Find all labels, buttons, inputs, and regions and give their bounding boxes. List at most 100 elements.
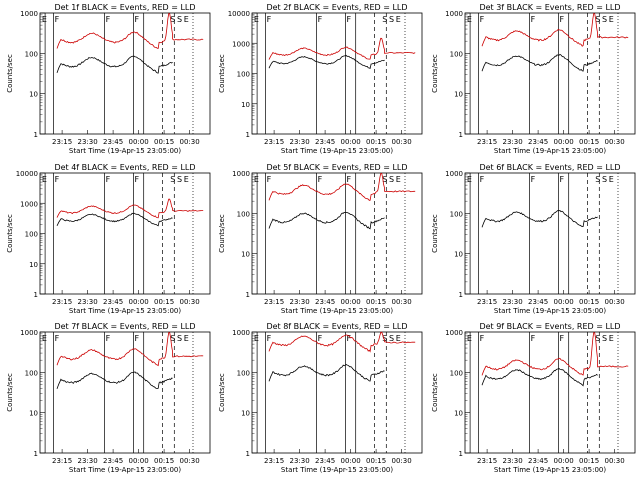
- x-axis-label: Start Time (19-Apr-15 23:05:00): [494, 307, 606, 315]
- event-marker: E: [254, 15, 259, 24]
- y-tick-label: 1: [246, 291, 250, 299]
- event-marker: S: [382, 334, 387, 343]
- event-marker: F: [106, 15, 111, 24]
- y-tick-label: 10: [241, 251, 250, 259]
- event-marker: F: [106, 175, 111, 184]
- y-tick-label: 1: [34, 131, 38, 139]
- plot-frame: [39, 12, 211, 135]
- x-axis-label: Start Time (19-Apr-15 23:05:00): [69, 466, 181, 474]
- event-marker: E: [467, 175, 472, 184]
- x-tick-label: 23:45: [528, 138, 548, 146]
- x-tick-label: 23:45: [315, 457, 335, 465]
- event-marker: S: [170, 334, 175, 343]
- panel-title: Det 3f BLACK = Events, RED = LLD: [479, 3, 620, 12]
- event-marker: F: [560, 175, 565, 184]
- series-lld-line: [56, 332, 204, 367]
- y-tick-label: 100: [237, 369, 250, 377]
- x-tick-label: 23:15: [264, 138, 284, 146]
- y-tick-label: 1000: [445, 170, 463, 178]
- x-tick-label: 23:45: [315, 298, 335, 306]
- x-tick-label: 00:00: [129, 298, 149, 306]
- y-tick-label: 10: [241, 410, 250, 418]
- y-axis-label: Counts/sec: [431, 214, 439, 253]
- event-marker: E: [396, 175, 401, 184]
- x-tick-label: 23:15: [477, 138, 497, 146]
- series-lld-line: [481, 332, 629, 376]
- y-tick-label: 10: [454, 410, 463, 418]
- x-tick-label: 23:15: [52, 298, 72, 306]
- x-tick-label: 23:30: [78, 298, 98, 306]
- x-tick-label: 23:45: [315, 138, 335, 146]
- y-tick-label: 100: [25, 369, 38, 377]
- x-tick-label: 23:30: [290, 298, 310, 306]
- x-tick-label: 23:15: [477, 457, 497, 465]
- x-tick-label: 23:15: [52, 457, 72, 465]
- event-marker: E: [467, 15, 472, 24]
- panel-title: Det 4f BLACK = Events, RED = LLD: [54, 163, 195, 172]
- series-lld-line: [56, 198, 204, 219]
- y-tick-label: 100: [237, 71, 250, 79]
- x-tick-label: 23:30: [78, 457, 98, 465]
- y-tick-label: 1000: [445, 329, 463, 337]
- x-tick-label: 00:15: [579, 298, 599, 306]
- y-tick-label: 1000: [232, 329, 250, 337]
- x-tick-label: 00:30: [392, 457, 412, 465]
- event-marker: S: [170, 175, 175, 184]
- series-lld-line: [268, 172, 416, 201]
- x-tick-label: 23:45: [103, 138, 123, 146]
- x-tick-label: 00:15: [579, 138, 599, 146]
- event-marker: S: [602, 15, 607, 24]
- y-tick-label: 1000: [20, 329, 38, 337]
- series-events-line: [481, 368, 598, 387]
- x-tick-label: 23:45: [103, 457, 123, 465]
- y-tick-label: 10: [241, 101, 250, 109]
- panel-title: Det 1f BLACK = Events, RED = LLD: [54, 3, 195, 12]
- x-tick-label: 00:00: [341, 457, 361, 465]
- plot-frame: [464, 172, 636, 295]
- x-tick-label: 23:30: [78, 138, 98, 146]
- event-marker: S: [382, 15, 387, 24]
- panel-title: Det 6f BLACK = Events, RED = LLD: [479, 163, 620, 172]
- event-marker: E: [254, 334, 259, 343]
- series-events-line: [56, 212, 173, 227]
- y-tick-label: 1000: [20, 200, 38, 208]
- y-tick-label: 100: [450, 210, 463, 218]
- y-tick-label: 100: [450, 369, 463, 377]
- y-tick-label: 1000: [232, 170, 250, 178]
- event-marker: S: [389, 175, 394, 184]
- y-tick-label: 1: [34, 291, 38, 299]
- event-marker: S: [389, 15, 394, 24]
- x-tick-label: 00:30: [392, 138, 412, 146]
- event-marker: F: [267, 175, 272, 184]
- x-tick-label: 23:30: [290, 138, 310, 146]
- x-tick-label: 00:00: [129, 457, 149, 465]
- x-axis-label: Start Time (19-Apr-15 23:05:00): [494, 147, 606, 155]
- x-axis-label: Start Time (19-Apr-15 23:05:00): [494, 466, 606, 474]
- y-tick-label: 1: [459, 131, 463, 139]
- plot-frame: [251, 331, 423, 454]
- y-tick-label: 1000: [445, 10, 463, 18]
- plot-frame: [39, 331, 211, 454]
- event-marker: F: [531, 334, 536, 343]
- x-tick-label: 00:30: [180, 138, 200, 146]
- event-marker: F: [55, 334, 60, 343]
- x-tick-label: 00:30: [605, 138, 625, 146]
- event-marker: S: [595, 334, 600, 343]
- y-tick-label: 100: [25, 50, 38, 58]
- event-marker: S: [177, 175, 182, 184]
- panel-7: Det 7f BLACK = Events, RED = LLD 1 10 100 10…: [6, 322, 211, 474]
- x-tick-label: 00:00: [554, 138, 574, 146]
- series-events-line: [56, 371, 173, 390]
- y-tick-label: 1000: [20, 10, 38, 18]
- x-tick-label: 00:00: [554, 457, 574, 465]
- x-axis-label: Start Time (19-Apr-15 23:05:00): [281, 147, 393, 155]
- x-tick-label: 00:00: [129, 138, 149, 146]
- panel-6: Det 6f BLACK = Events, RED = LLD 1 10 100 10…: [431, 163, 636, 315]
- x-tick-label: 00:30: [180, 457, 200, 465]
- x-tick-label: 00:30: [605, 457, 625, 465]
- y-tick-label: 10000: [228, 10, 250, 18]
- event-marker: F: [267, 334, 272, 343]
- event-marker: E: [609, 175, 614, 184]
- x-tick-label: 23:15: [264, 457, 284, 465]
- x-tick-label: 23:15: [264, 298, 284, 306]
